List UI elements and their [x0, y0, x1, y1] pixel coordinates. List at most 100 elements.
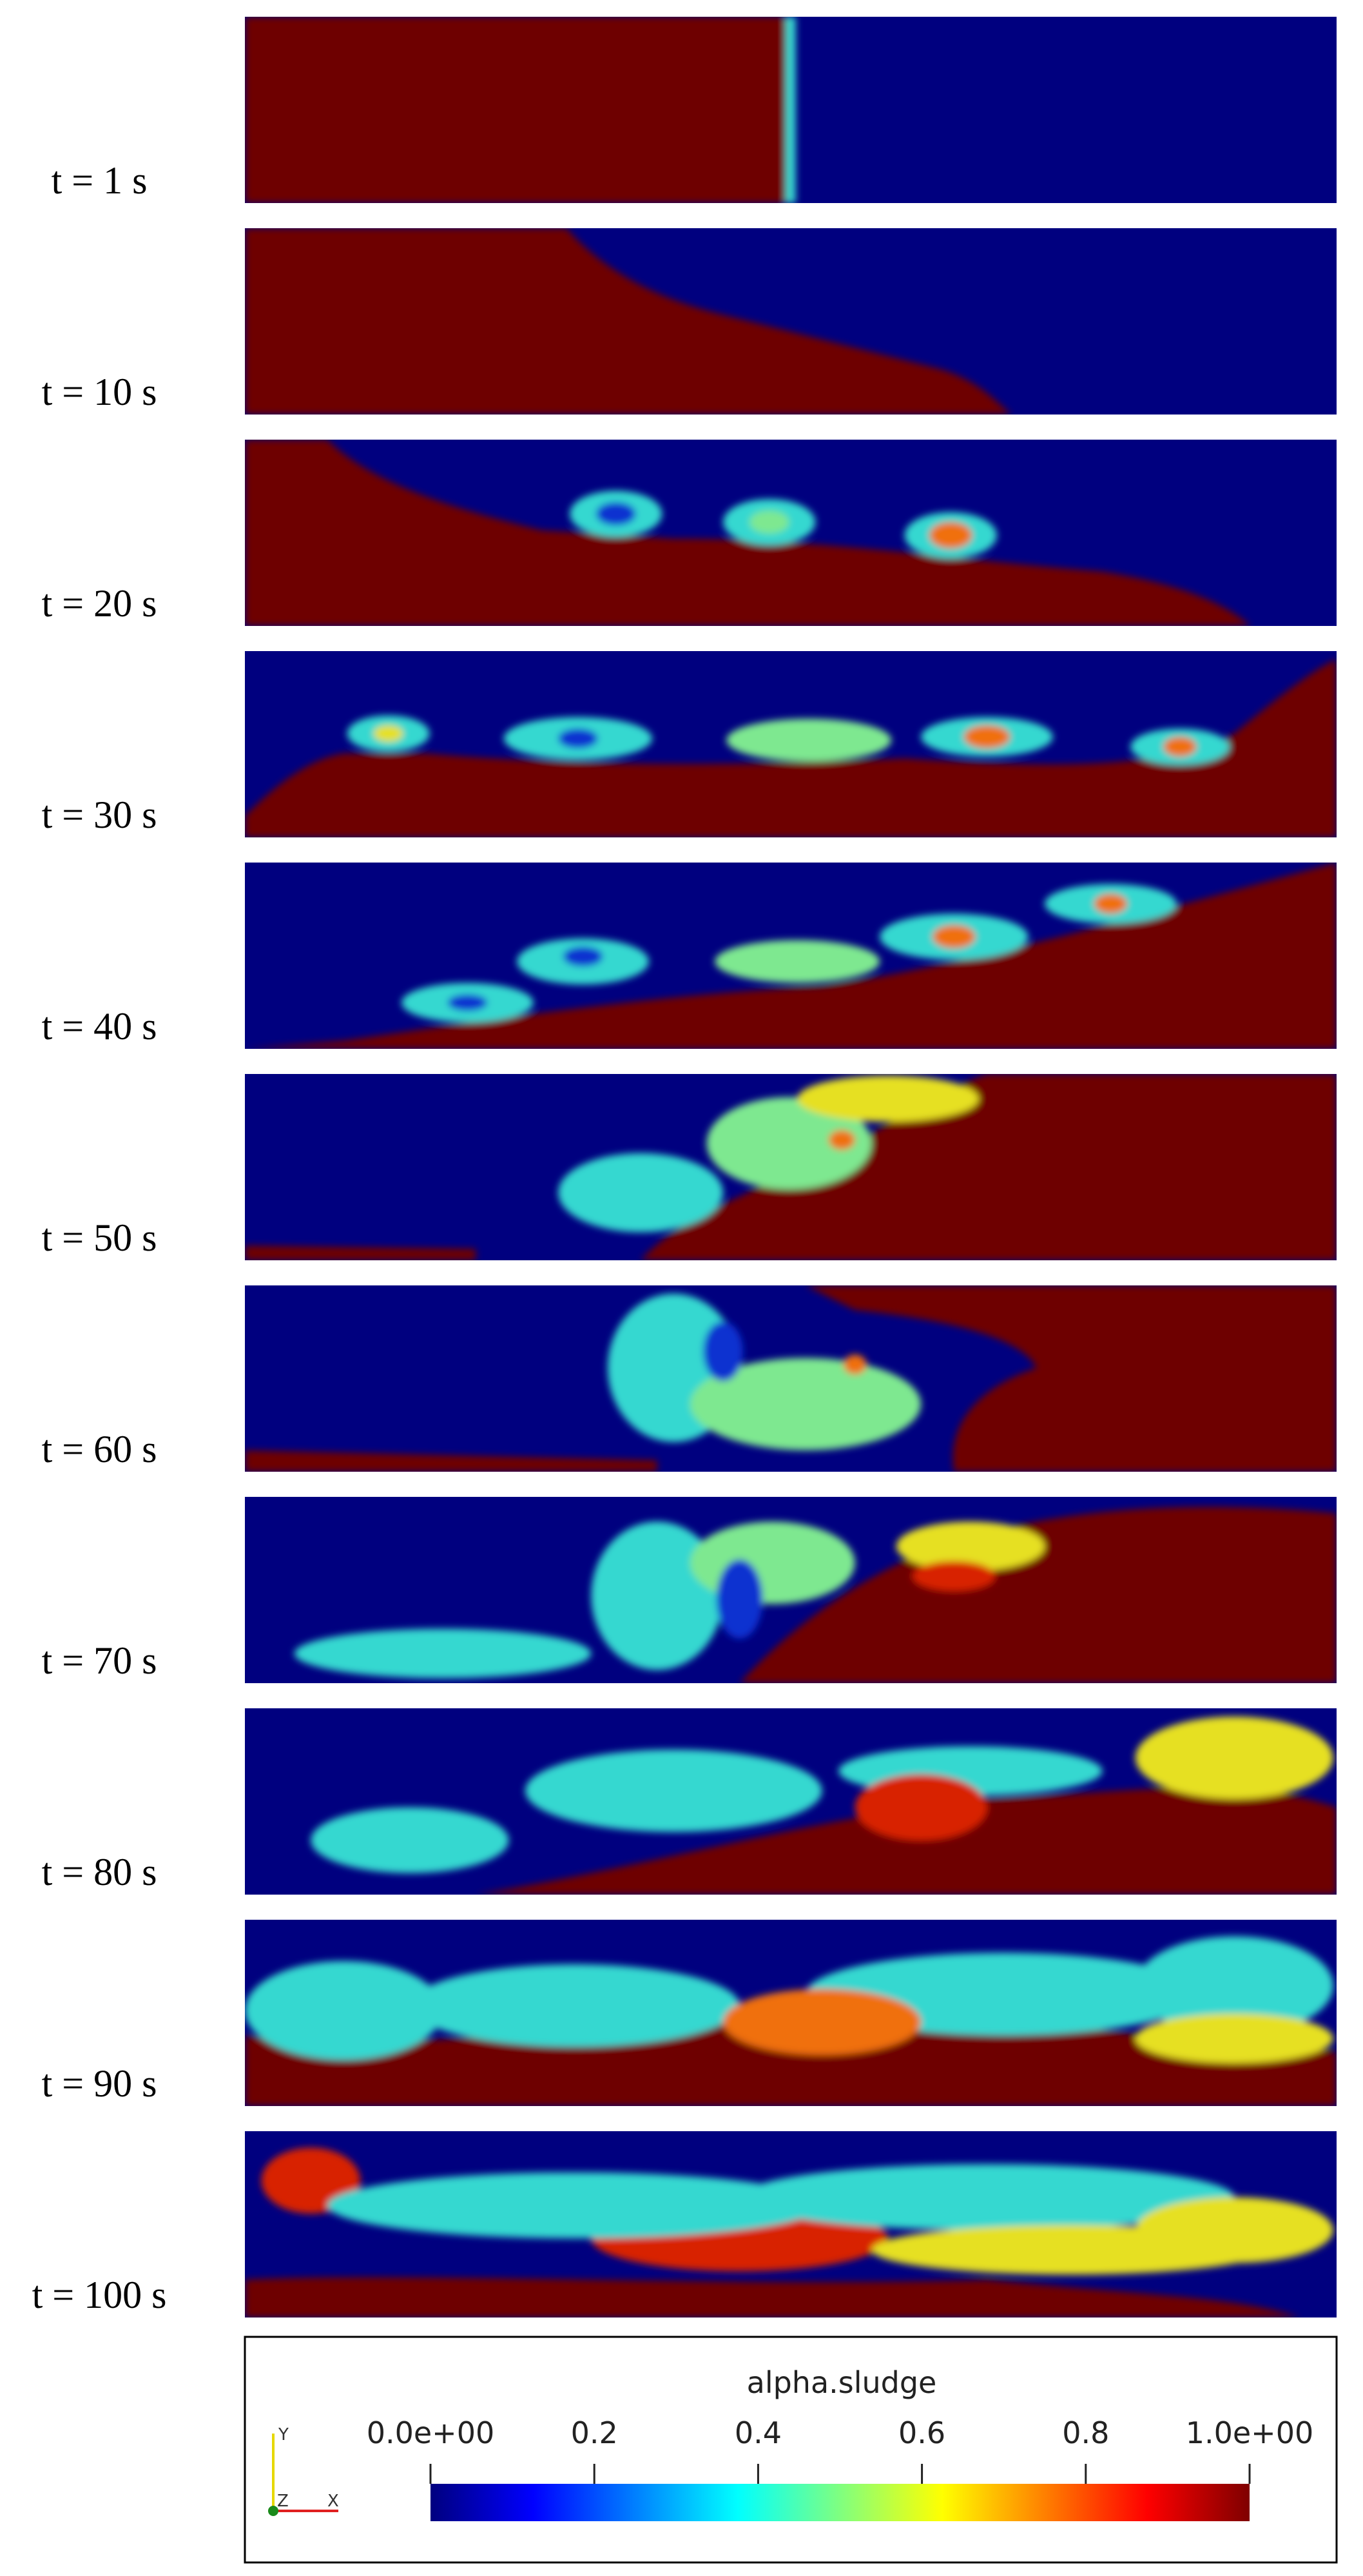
- field-blob: [855, 1774, 987, 1840]
- field: [245, 863, 1337, 1049]
- field: [245, 1716, 1337, 1895]
- field: [245, 1936, 1337, 2106]
- field-region: [245, 17, 789, 203]
- field-blob: [294, 1628, 592, 1679]
- axes-triad: Y Z X: [268, 2425, 339, 2516]
- colorbar-tick-label: 0.8: [1062, 2415, 1109, 2450]
- field-region: [245, 440, 1251, 626]
- field-blob: [963, 725, 1010, 748]
- field-region: [806, 1285, 1337, 1472]
- snapshot: [245, 1708, 1337, 1895]
- field: [245, 659, 1337, 837]
- field-region: [245, 1787, 1337, 1895]
- time-label: t = 90 s: [42, 2062, 157, 2105]
- field-region: [786, 17, 796, 203]
- snapshot: [245, 1285, 1337, 1472]
- field-blob: [1135, 2197, 1333, 2263]
- field-blob: [933, 925, 976, 948]
- colorbar-tick-label: 0.0e+00: [367, 2415, 495, 2450]
- snapshot: [245, 17, 1337, 203]
- field-blob: [311, 1807, 509, 1873]
- field-blob: [558, 1153, 724, 1233]
- snapshot: [245, 1920, 1337, 2106]
- triad-y: Y: [278, 2425, 289, 2444]
- field-blob: [563, 946, 603, 967]
- field-blob: [706, 1097, 872, 1190]
- time-label: t = 80 s: [42, 1851, 157, 1893]
- field-blob: [591, 1521, 724, 1670]
- time-label: t = 50 s: [42, 1216, 157, 1259]
- field-blob: [1163, 736, 1197, 757]
- colorbar-tick-label: 1.0e+00: [1186, 2415, 1314, 2450]
- colorbar-tick-label: 0.6: [898, 2415, 945, 2450]
- field-blob: [1094, 893, 1128, 914]
- field: [245, 17, 796, 203]
- field-region: [245, 863, 1337, 1049]
- field-blob: [558, 728, 598, 748]
- field: [245, 440, 1251, 626]
- field-blob: [716, 1559, 763, 1639]
- field-blob: [1135, 1716, 1333, 1799]
- field-blob: [896, 1521, 1045, 1572]
- snapshot: [245, 440, 1337, 626]
- field-blob: [245, 1960, 443, 2060]
- time-label: t = 100 s: [32, 2274, 167, 2316]
- snapshot: [245, 651, 1337, 837]
- colorbar: [430, 2484, 1250, 2521]
- time-label: t = 30 s: [42, 794, 157, 836]
- field-blob: [447, 994, 488, 1011]
- field: [245, 228, 1012, 415]
- field-blob: [715, 940, 880, 983]
- field-blob: [409, 1964, 740, 2047]
- field: [245, 2147, 1333, 2317]
- field-blob: [690, 1521, 855, 1605]
- field-blob: [913, 1561, 996, 1591]
- field-region: [245, 228, 1012, 415]
- triad-z: Z: [277, 2492, 289, 2511]
- field-blob: [929, 522, 972, 549]
- snapshot: [245, 1074, 1337, 1260]
- legend-box: [244, 2336, 1338, 2564]
- field-blob: [1135, 2013, 1333, 2064]
- field: [245, 1074, 1337, 1260]
- field-region: [245, 1245, 476, 1260]
- time-label: t = 10 s: [42, 371, 157, 413]
- field-blob: [327, 2172, 822, 2239]
- field: [294, 1507, 1337, 1683]
- field-blob: [843, 1354, 867, 1375]
- field-region: [245, 659, 1337, 837]
- field-blob: [690, 1358, 922, 1450]
- snapshot: [245, 863, 1337, 1049]
- colorbar-tick-label: 0.4: [735, 2415, 782, 2450]
- field-blob: [726, 718, 892, 762]
- field-blob: [797, 1075, 979, 1122]
- field-region: [641, 1074, 1337, 1260]
- colorbar-tick-label: 0.2: [571, 2415, 618, 2450]
- field-blob: [703, 1322, 743, 1381]
- field-blob: [749, 510, 789, 534]
- time-label: t = 1 s: [52, 159, 148, 202]
- time-label: t = 70 s: [42, 1639, 157, 1682]
- field-region: [245, 1450, 657, 1472]
- time-label: t = 60 s: [42, 1428, 157, 1470]
- time-label: t = 40 s: [42, 1005, 157, 1048]
- z-axis-dot: [268, 2506, 278, 2516]
- colorbar-title: alpha.sludge: [747, 2365, 937, 2400]
- snapshot: [245, 2131, 1337, 2317]
- triad-x: X: [327, 2492, 339, 2511]
- field-region: [245, 2277, 1300, 2317]
- field-blob: [525, 1749, 822, 1832]
- field-blob: [373, 725, 403, 742]
- time-label: t = 20 s: [42, 582, 157, 625]
- field-blob: [596, 502, 636, 525]
- snapshot: [245, 228, 1337, 415]
- field-blob: [1135, 1936, 1333, 2036]
- field: [245, 1285, 1337, 1472]
- field-region: [739, 1507, 1337, 1683]
- snapshot: [245, 1497, 1337, 1683]
- field-blob: [739, 2164, 1235, 2230]
- field-blob: [723, 1989, 922, 2055]
- field-blob: [828, 1129, 855, 1150]
